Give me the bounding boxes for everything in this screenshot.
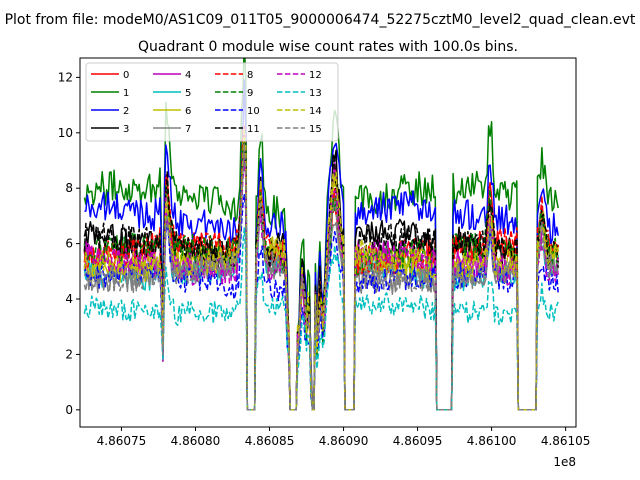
plot-area-frame [79,57,577,428]
x-offset-label: 1e8 [553,455,576,469]
legend-label-5: 5 [185,88,191,99]
x-tick-label: 4.86105 [541,434,591,448]
x-tick-label: 4.86080 [171,434,221,448]
y-axis: 0 2 4 6 8 10 12 [58,70,80,417]
legend-label-1: 1 [123,88,129,99]
legend-label-9: 9 [247,88,253,99]
legend-label-0: 0 [123,70,129,81]
y-tick-label: 8 [65,181,73,195]
series-layer [83,58,559,411]
legend-label-3: 3 [123,124,129,135]
legend-label-14: 14 [309,106,322,117]
legend-frame [85,62,339,142]
chart-title: Quadrant 0 module wise count rates with … [138,39,518,55]
figure-suptitle: Plot from file: modeM0/AS1C09_011T05_900… [5,12,636,28]
y-tick-label: 0 [65,403,73,417]
y-tick-label: 12 [58,70,73,84]
y-tick-label: 10 [58,126,73,140]
legend-label-2: 2 [123,106,129,117]
legend-label-12: 12 [309,70,322,81]
x-tick-label: 4.86085 [245,434,295,448]
legend-label-7: 7 [185,124,191,135]
y-tick-label: 6 [65,237,73,251]
x-tick-label: 4.86075 [97,434,147,448]
x-tick-label: 4.86090 [319,434,369,448]
y-tick-label: 2 [65,347,73,361]
legend-label-11: 11 [247,124,260,135]
legend-label-4: 4 [185,70,191,81]
legend-label-8: 8 [247,70,253,81]
x-axis: 4.86075 4.86080 4.86085 4.86090 4.86095 4.861… [97,427,591,448]
legend-label-13: 13 [309,88,322,99]
legend-label-15: 15 [309,124,322,135]
x-tick-label: 4.86095 [393,434,443,448]
series-line-15 [83,143,559,411]
legend-label-6: 6 [185,106,191,117]
x-tick-label: 4.86100 [467,434,517,448]
legend-label-10: 10 [247,106,260,117]
y-tick-label: 4 [65,292,73,306]
